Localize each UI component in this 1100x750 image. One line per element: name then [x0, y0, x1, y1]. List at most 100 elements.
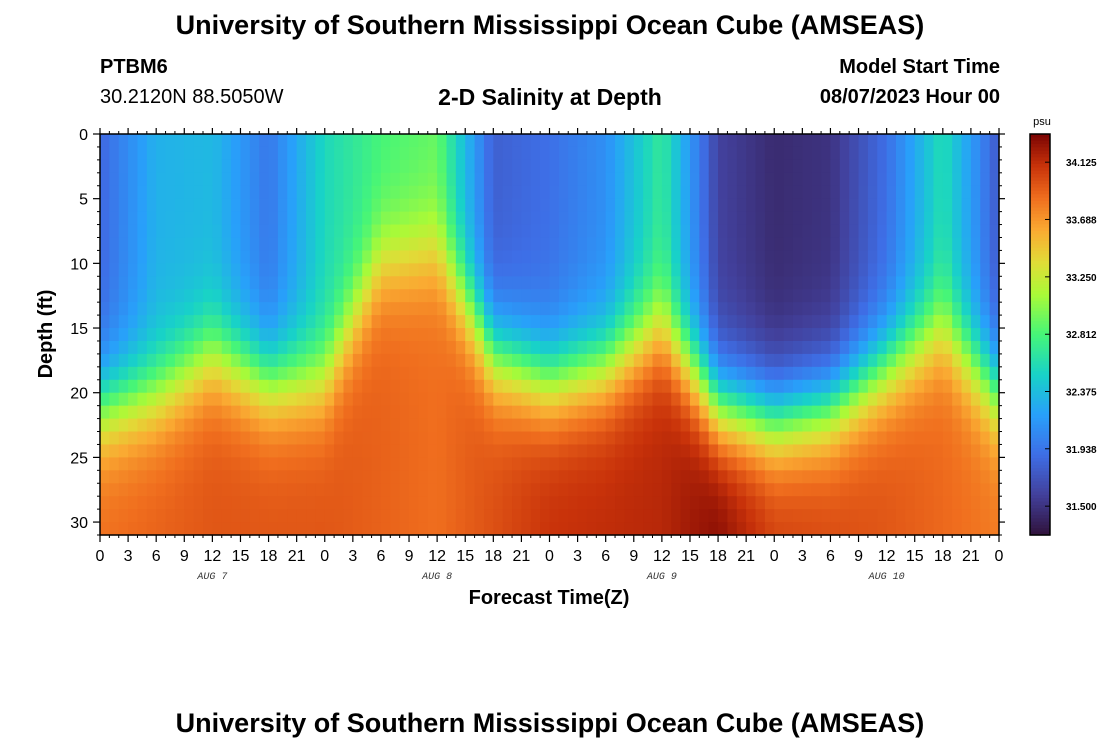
heatmap-cell [877, 302, 888, 316]
heatmap-cell [689, 509, 700, 523]
heatmap-cell [811, 289, 822, 303]
heatmap-cell [100, 340, 110, 355]
heatmap-cell [961, 405, 972, 420]
heatmap-cell [352, 146, 363, 161]
heatmap-cell [203, 392, 213, 407]
heatmap-cell [530, 315, 541, 329]
heatmap-cell [156, 276, 167, 290]
heatmap-cell [371, 134, 382, 148]
heatmap-cell [914, 198, 925, 213]
heatmap-cell [624, 146, 635, 161]
heatmap-cell [586, 276, 597, 290]
heatmap-cell [708, 353, 719, 368]
heatmap-cell [483, 302, 494, 316]
heatmap-cell [858, 496, 869, 510]
heatmap-cell [118, 237, 129, 252]
heatmap-cell [558, 431, 569, 446]
colorbar-segment [1030, 468, 1050, 473]
heatmap-cell [624, 172, 635, 187]
heatmap-cell [174, 470, 185, 484]
heatmap-cell [277, 276, 288, 290]
heatmap-cell [718, 185, 729, 200]
heatmap-cell [352, 353, 363, 368]
heatmap-cell [708, 185, 719, 200]
heatmap-cell [474, 289, 485, 303]
heatmap-cell [839, 211, 850, 226]
heatmap-cell [877, 496, 888, 510]
heatmap-cell [193, 366, 204, 381]
heatmap-cell [249, 289, 260, 303]
heatmap-cell [493, 328, 504, 342]
heatmap-cell [409, 289, 419, 303]
heatmap-cell [699, 457, 710, 471]
heatmap-cell [877, 263, 888, 277]
heatmap-cell [924, 431, 935, 446]
heatmap-cell [961, 315, 972, 329]
heatmap-cell [437, 457, 448, 471]
heatmap-cell [324, 340, 335, 355]
heatmap-cell [287, 470, 298, 484]
heatmap-cell [989, 418, 1000, 433]
heatmap-cell [465, 470, 476, 484]
heatmap-cell [109, 134, 120, 148]
heatmap-cell [830, 146, 841, 161]
heatmap-cell [942, 159, 953, 174]
colorbar-tick-label: 31.938 [1066, 445, 1097, 456]
heatmap-cell [306, 431, 316, 446]
heatmap-cell [184, 224, 195, 239]
heatmap-cell [371, 496, 382, 510]
colorbar-segment [1030, 357, 1050, 362]
heatmap-cell [699, 366, 710, 381]
heatmap-cell [577, 405, 588, 420]
heatmap-cell [942, 522, 953, 536]
heatmap-cell [708, 509, 719, 523]
heatmap-cell [877, 483, 888, 497]
heatmap-cell [474, 198, 485, 213]
heatmap-cell [137, 328, 148, 342]
heatmap-cell [764, 431, 775, 446]
heatmap-cell [287, 353, 298, 368]
x-tick-label: 0 [545, 548, 554, 565]
heatmap-cell [371, 353, 382, 368]
heatmap-cell [184, 483, 195, 497]
heatmap-cell [502, 405, 513, 420]
heatmap-cell [783, 302, 794, 316]
heatmap-cell [905, 418, 916, 433]
heatmap-cell [137, 263, 148, 277]
heatmap-cell [577, 315, 588, 329]
heatmap-cell [362, 457, 373, 471]
heatmap-cell [961, 172, 972, 187]
heatmap-cell [231, 522, 242, 536]
heatmap-cell [371, 289, 382, 303]
heatmap-cell [437, 146, 448, 161]
heatmap-cell [203, 379, 213, 394]
heatmap-cell [615, 315, 626, 329]
heatmap-cell [455, 379, 466, 394]
heatmap-cell [268, 276, 279, 290]
heatmap-cell [596, 159, 607, 174]
heatmap-cell [886, 289, 897, 303]
heatmap-cell [521, 276, 532, 290]
heatmap-cell [128, 379, 139, 394]
heatmap-cell [277, 172, 288, 187]
heatmap-cell [455, 392, 466, 407]
heatmap-cell [764, 366, 775, 381]
heatmap-cell [446, 263, 457, 277]
heatmap-cell [502, 340, 513, 355]
heatmap-cell [334, 431, 345, 446]
heatmap-cell [708, 237, 719, 252]
heatmap-cell [727, 211, 738, 226]
heatmap-cell [212, 146, 223, 161]
heatmap-cell [268, 340, 279, 355]
heatmap-cell [549, 198, 560, 213]
heatmap-cell [867, 237, 878, 252]
heatmap-cell [165, 263, 176, 277]
heatmap-cell [886, 315, 897, 329]
heatmap-cell [259, 250, 270, 264]
heatmap-cell [521, 509, 532, 523]
heatmap-cell [399, 431, 410, 446]
heatmap-cell [446, 340, 457, 355]
heatmap-cell [746, 522, 757, 536]
heatmap-cell [914, 509, 925, 523]
heatmap-cell [306, 224, 316, 239]
